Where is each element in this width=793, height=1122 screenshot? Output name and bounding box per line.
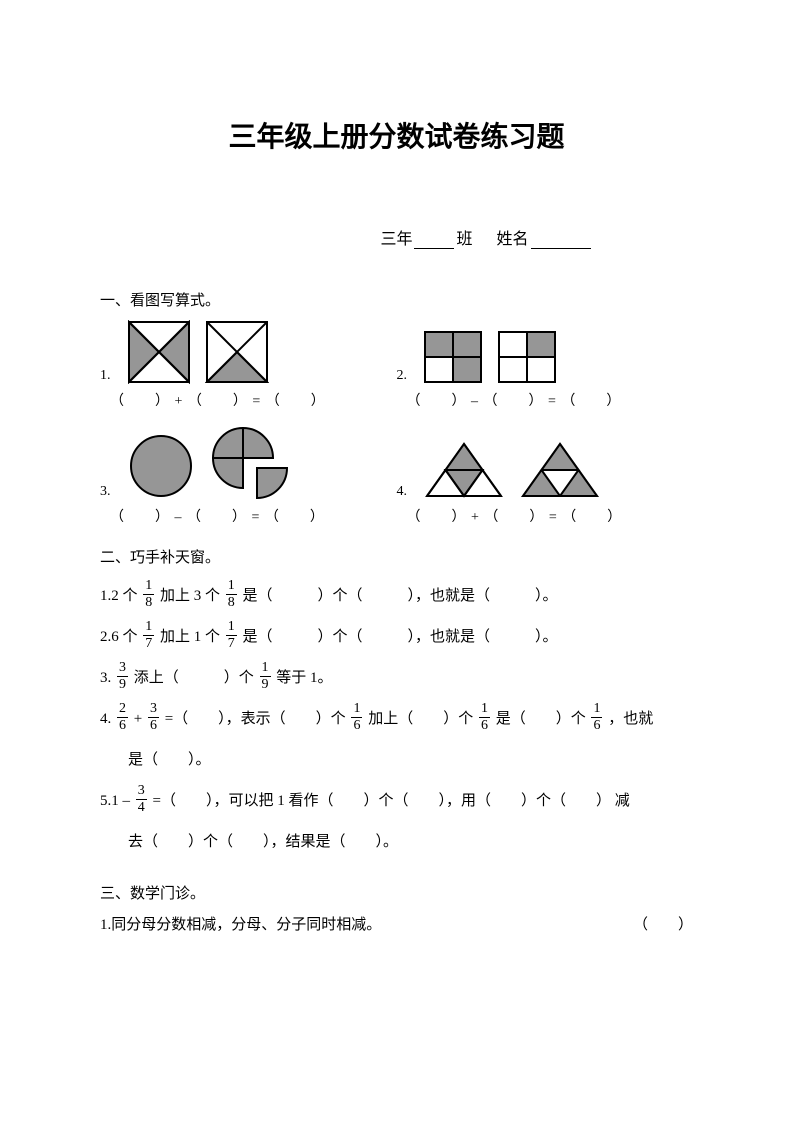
q1-eq[interactable]: （ ） + （ ） = （ ） [100, 390, 397, 410]
s2-q5[interactable]: 5.1 – 34 =（ ），可以把 1 看作（ ）个（ ），用（ ）个（ ） 减 [100, 782, 693, 821]
s2q2-post: 是（ ）个（ ），也就是（ ）。 [243, 629, 558, 645]
s2q1-mid: 加上 3 个 [160, 588, 220, 604]
s2-q4[interactable]: 4. 26 + 36 =（ ），表示（ ）个 16 加上（ ）个 16 是（ ）… [100, 700, 693, 739]
figures-row-2: 3. 4. [100, 424, 693, 500]
s2q4-f3: 16 [351, 702, 362, 733]
q1-figures: 1. [100, 320, 397, 384]
s3q1-paren[interactable]: （ ） [633, 913, 693, 934]
s2q1-pre: 1.2 个 [100, 588, 138, 604]
grade-label: 三年 [380, 231, 412, 248]
q1-shape-a [127, 320, 191, 384]
student-info: 三年 班 姓名 [100, 225, 693, 249]
s2q1-f2: 18 [226, 579, 237, 610]
q4-figures: 4. [397, 424, 694, 500]
s2-q5-line2[interactable]: 去（ ）个（ ），结果是（ ）。 [100, 823, 693, 862]
s2q4-plus: + [134, 711, 146, 727]
q2-shape-a [423, 330, 483, 384]
s2q1-f1: 18 [143, 579, 154, 610]
s2q4-mid2: 加上（ ）个 [368, 711, 473, 727]
s2q4-f4: 16 [479, 702, 490, 733]
eq-row-2: （ ） – （ ） = （ ） （ ） + （ ） = （ ） [100, 506, 693, 526]
class-label: 班 [456, 231, 472, 248]
s2q4-post: ，也就 [608, 711, 653, 727]
q3-figures: 3. [100, 424, 397, 500]
s2q2-mid: 加上 1 个 [160, 629, 220, 645]
figures-row-1: 1. 2. [100, 320, 693, 384]
q4-shape-a [423, 440, 505, 500]
s2q4-f5: 16 [591, 702, 602, 733]
q4-shape-b [519, 440, 601, 500]
q4-eq[interactable]: （ ） + （ ） = （ ） [397, 506, 694, 526]
section1-header: 一、看图写算式。 [100, 289, 693, 310]
s2q4-pre: 4. [100, 711, 111, 727]
s2q3-mid: 添上（ ）个 [134, 670, 254, 686]
s2q4-f1: 26 [117, 702, 128, 733]
s2q3-f2: 19 [260, 661, 271, 692]
q1-shape-b [205, 320, 269, 384]
q2-eq[interactable]: （ ） – （ ） = （ ） [397, 390, 694, 410]
section3-header: 三、数学门诊。 [100, 882, 693, 903]
s2q4-mid1: =（ ），表示（ ）个 [165, 711, 346, 727]
s2q2-f1: 17 [143, 620, 154, 651]
section2-header: 二、巧手补天窗。 [100, 546, 693, 567]
s2q4-f2: 36 [148, 702, 159, 733]
eq-row-1: （ ） + （ ） = （ ） （ ） – （ ） = （ ） [100, 390, 693, 410]
s2-q1[interactable]: 1.2 个 18 加上 3 个 18 是（ ）个（ ），也就是（ ）。 [100, 577, 693, 616]
q1-num: 1. [100, 368, 111, 384]
s2q3-post: 等于 1。 [276, 670, 332, 686]
s2q2-pre: 2.6 个 [100, 629, 138, 645]
name-blank[interactable] [531, 231, 591, 249]
s2q2-f2: 17 [226, 620, 237, 651]
q4-num: 4. [397, 484, 408, 500]
q3-shape-b [209, 424, 291, 500]
s3-q1[interactable]: 1.同分母分数相减，分母、分子同时相减。 （ ） [100, 913, 693, 934]
s2q5-mid: =（ ），可以把 1 看作（ ）个（ ），用（ ）个（ ） 减 [153, 793, 630, 809]
s3q1-text: 1.同分母分数相减，分母、分子同时相减。 [100, 913, 381, 934]
s2-q3[interactable]: 3. 39 添上（ ）个 19 等于 1。 [100, 659, 693, 698]
q2-figures: 2. [397, 320, 694, 384]
s2q5-f1: 34 [136, 784, 147, 815]
s2-q4-line2[interactable]: 是（ ）。 [100, 741, 693, 780]
q3-num: 3. [100, 484, 111, 500]
s2-q2[interactable]: 2.6 个 17 加上 1 个 17 是（ ）个（ ），也就是（ ）。 [100, 618, 693, 657]
s2q4-mid3: 是（ ）个 [496, 711, 586, 727]
q3-eq[interactable]: （ ） – （ ） = （ ） [100, 506, 397, 526]
s2q3-f1: 39 [117, 661, 128, 692]
q3-shape-a [127, 432, 195, 500]
page-title: 三年级上册分数试卷练习题 [100, 115, 693, 155]
q2-shape-b [497, 330, 557, 384]
s2q5-pre: 5.1 – [100, 793, 134, 809]
q2-num: 2. [397, 368, 408, 384]
class-blank[interactable] [414, 231, 454, 249]
s2q1-post: 是（ ）个（ ），也就是（ ）。 [243, 588, 558, 604]
s2q3-pre: 3. [100, 670, 111, 686]
name-label: 姓名 [497, 231, 529, 248]
